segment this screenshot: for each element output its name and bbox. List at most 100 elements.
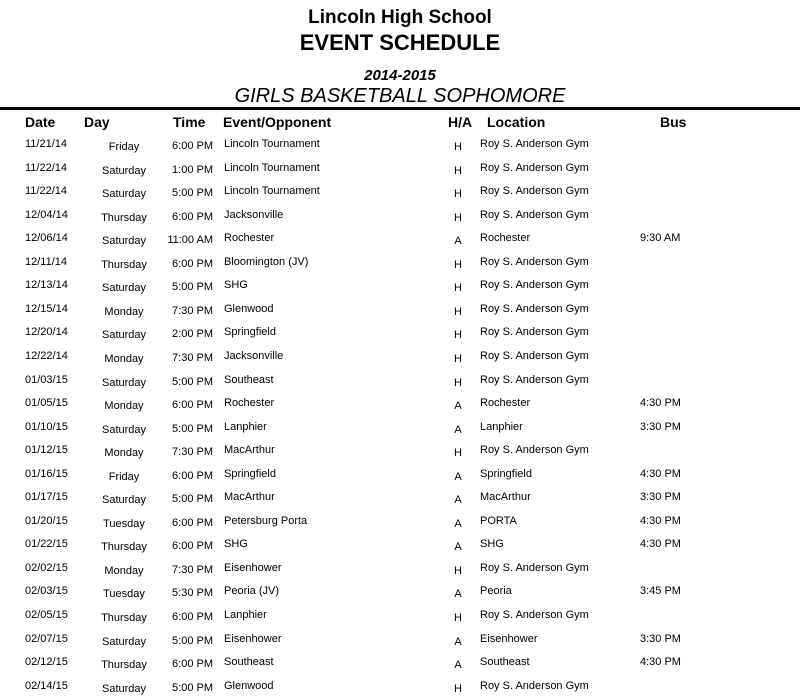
cell-ha: A	[454, 235, 462, 248]
cell-ha: A	[454, 635, 462, 648]
cell-time: 5:00 PM	[172, 634, 213, 647]
cell-location: Southeast	[480, 656, 530, 669]
cell-day: Saturday	[101, 188, 147, 201]
cell-ha: H	[454, 376, 462, 389]
header-event: Event/Opponent	[223, 114, 332, 130]
cell-event: MacArthur	[224, 444, 275, 457]
cell-bus: 4:30 PM	[640, 538, 681, 551]
cell-time: 6:00 PM	[172, 516, 213, 529]
cell-time: 1:00 PM	[172, 163, 213, 176]
cell-ha: A	[454, 470, 462, 483]
cell-location: Springfield	[480, 467, 532, 480]
cell-location: Roy S. Anderson Gym	[480, 326, 589, 339]
cell-location: Roy S. Anderson Gym	[480, 444, 589, 457]
cell-time: 7:30 PM	[172, 304, 213, 317]
table-row: 01/05/15 Monday 6:00 PM Rochester A Rochester…	[0, 397, 800, 417]
table-row: 02/02/15 Monday 7:30 PM Eisenhower H Roy S. A…	[0, 562, 800, 582]
table-row: 02/07/15 Saturday 5:00 PM Eisenhower A Eisenh…	[0, 633, 800, 653]
table-row: 01/20/15 Tuesday 6:00 PM Petersburg Porta A P…	[0, 515, 800, 535]
cell-event: Lincoln Tournament	[224, 161, 320, 174]
cell-day: Monday	[104, 447, 144, 460]
cell-day: Thursday	[101, 258, 147, 271]
cell-event: SHG	[224, 279, 248, 292]
cell-date: 01/05/15	[25, 397, 68, 410]
cell-event: Rochester	[224, 232, 275, 245]
cell-time: 5:00 PM	[172, 681, 213, 694]
cell-ha: A	[454, 423, 462, 436]
table-row: 12/22/14 Monday 7:30 PM Jacksonville H Roy S.…	[0, 350, 800, 370]
table-row: 02/12/15 Thursday 6:00 PM Southeast A Southea…	[0, 656, 800, 676]
header-bus: Bus	[660, 114, 687, 130]
cell-location: Eisenhower	[480, 632, 538, 645]
cell-bus: 4:30 PM	[640, 467, 681, 480]
cell-time: 6:00 PM	[172, 611, 213, 623]
cell-event: Bloomington (JV)	[224, 255, 309, 268]
cell-event: MacArthur	[224, 491, 275, 504]
cell-date: 12/04/14	[25, 208, 68, 221]
cell-event: Jacksonville	[224, 349, 284, 362]
table-row: 01/16/15 Friday 6:00 PM Springfield A Springf…	[0, 468, 800, 488]
cell-time: 6:00 PM	[172, 469, 213, 482]
cell-day: Tuesday	[103, 517, 145, 530]
cell-day: Saturday	[101, 635, 147, 648]
table-row: 12/11/14 Thursday 6:00 PM Bloomington (JV) H…	[0, 256, 800, 276]
table-row: 12/20/14 Saturday 2:00 PM Springfield H Roy S…	[0, 326, 800, 346]
cell-location: MacArthur	[480, 491, 531, 504]
cell-ha: H	[454, 211, 462, 224]
cell-event: Jacksonville	[224, 208, 284, 221]
table-row: 12/04/14 Thursday 6:00 PM Jacksonville H Roy …	[0, 209, 800, 229]
cell-location: Roy S. Anderson Gym	[480, 561, 589, 574]
table-row: 02/05/15 Thursday 6:00 PM Lanphier H Roy S. A…	[0, 609, 800, 629]
cell-time: 7:30 PM	[172, 351, 213, 364]
cell-ha: H	[454, 682, 462, 695]
table-row: 01/12/15 Monday 7:30 PM MacArthur H Roy S. An…	[0, 444, 800, 464]
cell-day: Saturday	[101, 682, 147, 695]
cell-location: Rochester	[480, 232, 531, 245]
cell-event: SHG	[224, 538, 248, 551]
cell-date: 01/10/15	[25, 420, 68, 433]
cell-date: 02/12/15	[25, 656, 68, 669]
cell-date: 12/13/14	[25, 279, 68, 292]
season: 2014-2015	[364, 67, 436, 84]
table-row: 11/22/14 Saturday 5:00 PM Lincoln Tournamen…	[0, 185, 800, 205]
cell-event: Lanphier	[224, 420, 267, 433]
cell-location: Roy S. Anderson Gym	[480, 679, 589, 692]
cell-ha: A	[454, 400, 462, 413]
cell-time: 5:30 PM	[172, 587, 213, 600]
cell-date: 01/17/15	[25, 491, 68, 504]
cell-location: PORTA	[480, 514, 517, 527]
header-location: Location	[487, 114, 546, 130]
cell-time: 6:00 PM	[172, 540, 213, 553]
cell-date: 01/22/15	[25, 538, 68, 551]
cell-bus: 4:30 PM	[640, 656, 681, 669]
cell-bus: 3:30 PM	[640, 632, 681, 645]
cell-location: Lanphier	[480, 420, 523, 433]
cell-event: Lincoln Tournament	[224, 185, 320, 198]
cell-time: 6:00 PM	[172, 257, 213, 270]
cell-day: Thursday	[101, 211, 147, 224]
cell-event: Southeast	[224, 656, 274, 669]
sport-title: GIRLS BASKETBALL SOPHOMORE	[234, 85, 566, 107]
cell-date: 12/06/14	[25, 232, 68, 245]
cell-ha: H	[454, 564, 462, 577]
table-row: 11/22/14 Saturday 1:00 PM Lincoln Tournamen…	[0, 162, 800, 182]
cell-ha: H	[454, 188, 462, 201]
cell-date: 12/20/14	[25, 326, 68, 339]
table-row: 11/21/14 Friday 6:00 PM Lincoln Tournament H…	[0, 138, 800, 158]
cell-event: Glenwood	[224, 679, 274, 692]
cell-event: Lanphier	[224, 609, 267, 621]
cell-location: Roy S. Anderson Gym	[480, 185, 589, 198]
cell-day: Saturday	[101, 423, 147, 436]
cell-date: 12/15/14	[25, 302, 68, 315]
header-divider	[0, 107, 800, 110]
header-time: Time	[173, 114, 206, 130]
cell-date: 12/22/14	[25, 349, 68, 362]
cell-event: Eisenhower	[224, 561, 282, 574]
cell-day: Monday	[104, 400, 144, 413]
cell-bus: 3:30 PM	[640, 420, 681, 433]
cell-event: Glenwood	[224, 302, 274, 315]
cell-day: Monday	[104, 352, 144, 365]
cell-day: Saturday	[101, 494, 147, 507]
cell-location: Roy S. Anderson Gym	[480, 373, 589, 386]
cell-location: Roy S. Anderson Gym	[480, 138, 589, 150]
